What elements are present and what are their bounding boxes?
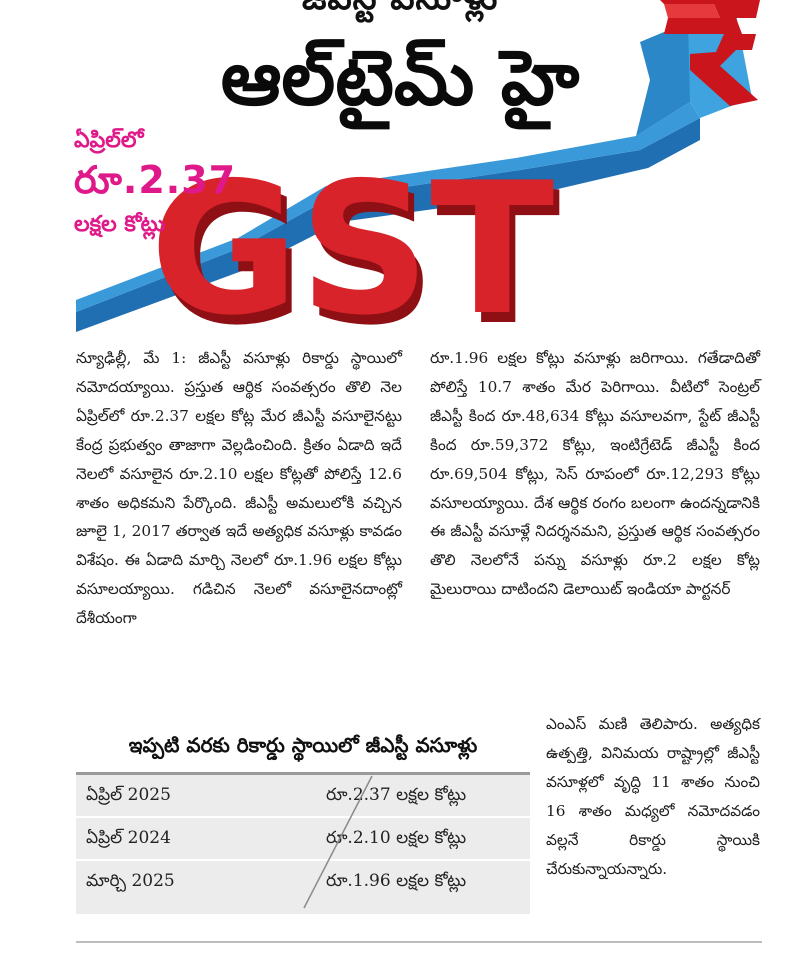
page-title: ఆల్‌టైమ్ హై: [220, 33, 580, 122]
svg-text:GST: GST: [150, 143, 555, 340]
record-amount: రూ.2.10 లక్షల కోట్లు: [326, 828, 467, 848]
divider-slash: [303, 775, 373, 909]
article-column-right: రూ.1.96 లక్షల కోట్లు వసూళ్లు జరిగాయి. గత…: [430, 344, 760, 604]
headline-banner: GST GST జీఎస్టీ వసూళ్లు ఆల్‌టైమ్ హై ఏప్ర…: [0, 0, 800, 340]
highlight-amount: రూ.2.37: [74, 158, 237, 202]
bottom-divider: [76, 941, 762, 943]
gst-letters-icon: GST GST: [150, 143, 561, 340]
records-table-title: ఇప్పటి వరకు రికార్డు స్థాయిలో జీఎస్టీ వస…: [76, 718, 530, 775]
article-column-bottom-right: ఎంఎస్ మణి తెలిపారు. అత్యధిక ఉత్పత్తి, వి…: [546, 710, 760, 883]
article-paragraph: ఎంఎస్ మణి తెలిపారు. అత్యధిక ఉత్పత్తి, వి…: [546, 715, 760, 878]
table-row: ఏప్రిల్ 2024 రూ.2.10 లక్షల కోట్లు: [76, 818, 530, 861]
article-paragraph: రూ.1.96 లక్షల కోట్లు వసూళ్లు జరిగాయి. గత…: [430, 349, 760, 599]
records-table: ఇప్పటి వరకు రికార్డు స్థాయిలో జీఎస్టీ వస…: [76, 718, 530, 914]
article-column-left: న్యూఢిల్లీ, మే 1: జీఎస్టీ వసూళ్లు రికార్…: [76, 344, 402, 633]
record-amount: రూ.1.96 లక్షల కోట్లు: [326, 871, 467, 891]
table-row: ఏప్రిల్ 2025 రూ.2.37 లక్షల కోట్లు: [76, 775, 530, 818]
highlight-month: ఏప్రిల్‌లో: [74, 128, 144, 153]
article-paragraph: న్యూఢిల్లీ, మే 1: జీఎస్టీ వసూళ్లు రికార్…: [76, 349, 402, 628]
record-period: ఏప్రిల్ 2025: [86, 785, 171, 805]
record-period: ఏప్రిల్ 2024: [86, 828, 171, 848]
headline-kicker: జీఎస్టీ వసూళ్లు: [0, 0, 800, 26]
gst-rising-arrow-graphic: GST GST: [76, 0, 760, 340]
record-period: మార్చి 2025: [86, 871, 175, 891]
rupee-icon: [660, 0, 760, 106]
record-amount: రూ.2.37 లక్షల కోట్లు: [326, 785, 467, 805]
svg-text:GST: GST: [156, 153, 561, 340]
highlight-unit: లక్షల కోట్లు: [74, 212, 166, 237]
table-row: మార్చి 2025 రూ.1.96 లక్షల కోట్లు: [76, 861, 530, 902]
